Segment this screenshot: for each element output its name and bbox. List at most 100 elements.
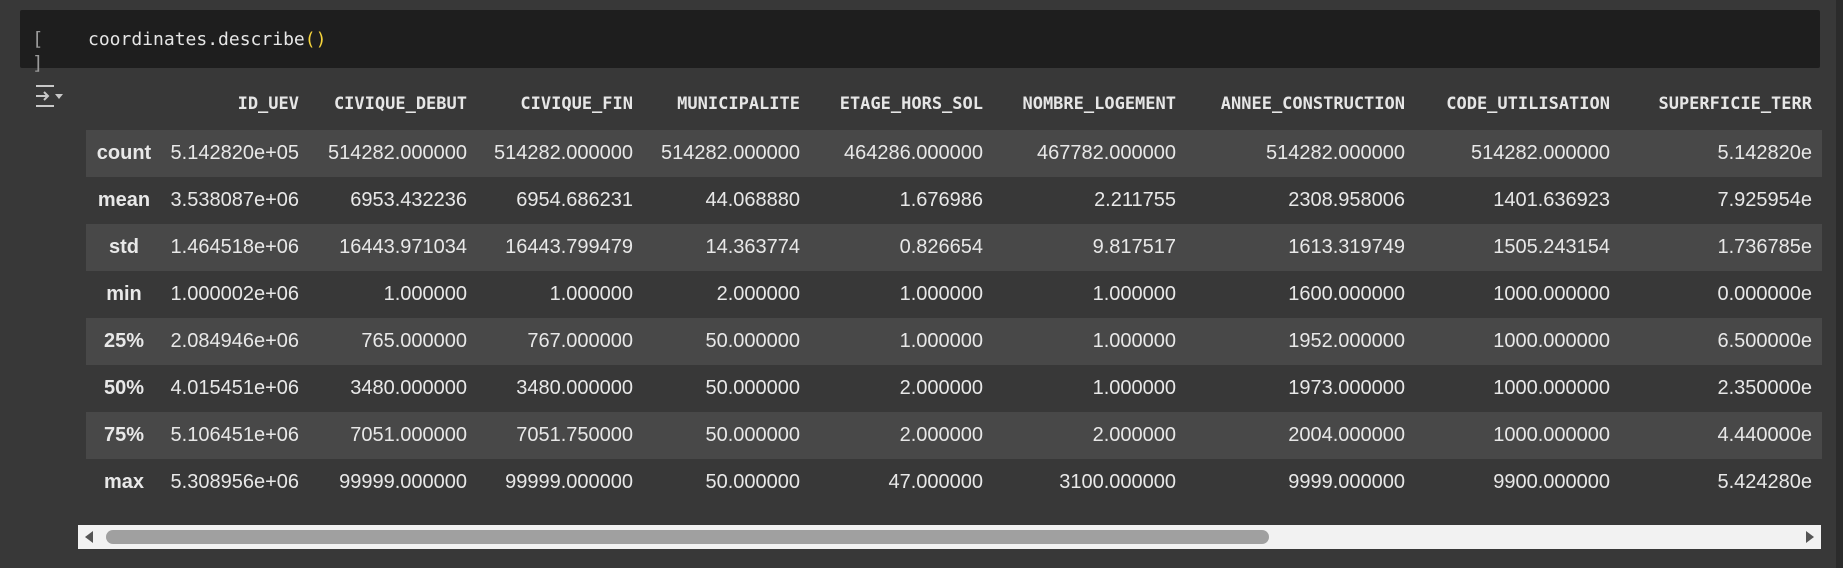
table-cell: 514282.000000 (1265, 142, 1405, 164)
dataframe-output: ID_UEV CIVIQUE_DEBUT CIVIQUE_FIN MUNICIP… (86, 78, 1822, 518)
table-cell: 2.084946e+06 (170, 330, 299, 352)
run-cell-button[interactable]: [ ] (32, 28, 44, 74)
table-cell: 50.000000 (705, 377, 800, 399)
table-cell: 1.000000 (1092, 330, 1176, 352)
table-cell: 767.000000 (527, 330, 633, 352)
column-header: NOMBRE_LOGEMENT (1022, 94, 1176, 114)
column-header: CODE_UTILISATION (1446, 94, 1610, 114)
table-cell: 50.000000 (705, 330, 800, 352)
table-cell: 5.106451e+06 (170, 424, 299, 446)
table-row: count 5.142820e+05 514282.000000 514282.… (86, 130, 1822, 177)
table-row: max 5.308956e+06 99999.000000 99999.0000… (86, 459, 1822, 506)
triangle-right-icon[interactable] (1799, 525, 1821, 549)
table-cell: 5.142820e (1717, 142, 1812, 164)
table-cell: 1600.000000 (1288, 283, 1405, 305)
table-cell: 514282.000000 (1470, 142, 1610, 164)
table-cell: 5.424280e (1717, 471, 1812, 493)
column-header-index (86, 78, 162, 130)
triangle-left-icon[interactable] (78, 525, 100, 549)
table-row: min 1.000002e+06 1.000000 1.000000 2.000… (86, 271, 1822, 318)
table-cell: 514282.000000 (493, 142, 633, 164)
table-cell: 1505.243154 (1493, 236, 1610, 258)
table-cell: 514282.000000 (327, 142, 467, 164)
table-cell: 50.000000 (705, 471, 800, 493)
table-cell: 5.142820e+05 (170, 142, 299, 164)
table-cell: 4.015451e+06 (170, 377, 299, 399)
table-cell: 1.000000 (899, 283, 983, 305)
table-cell: 2.000000 (716, 283, 800, 305)
table-cell: 1.000000 (899, 330, 983, 352)
table-cell: 2.000000 (899, 377, 983, 399)
table-row: 75% 5.106451e+06 7051.000000 7051.750000… (86, 412, 1822, 459)
table-cell: 3100.000000 (1059, 471, 1176, 493)
code-function: coordinates.describe (88, 29, 305, 50)
row-label: max (103, 471, 145, 493)
row-label: 25% (103, 330, 145, 352)
table-cell: 1000.000000 (1493, 377, 1610, 399)
table-cell: 1000.000000 (1493, 424, 1610, 446)
table-row: mean 3.538087e+06 6953.432236 6954.68623… (86, 177, 1822, 224)
table-row: std 1.464518e+06 16443.971034 16443.7994… (86, 224, 1822, 271)
table-cell: 6954.686231 (516, 189, 633, 211)
output-options-icon[interactable] (34, 82, 64, 110)
table-cell: 16443.971034 (339, 236, 467, 258)
table-cell: 464286.000000 (843, 142, 983, 164)
row-label: std (109, 236, 139, 258)
row-label: 50% (103, 377, 145, 399)
table-cell: 1973.000000 (1288, 377, 1405, 399)
code-parens: () (304, 29, 327, 50)
column-header: ETAGE_HORS_SOL (839, 94, 983, 114)
table-cell: 99999.000000 (339, 471, 467, 493)
column-header: ANNEE_CONSTRUCTION (1220, 94, 1405, 114)
table-header-row: ID_UEV CIVIQUE_DEBUT CIVIQUE_FIN MUNICIP… (86, 78, 1822, 130)
table-row: 50% 4.015451e+06 3480.000000 3480.000000… (86, 365, 1822, 412)
table-cell: 1.000000 (549, 283, 633, 305)
row-label: count (96, 142, 152, 164)
table-cell: 2.350000e (1717, 377, 1812, 399)
table-cell: 765.000000 (361, 330, 467, 352)
table-cell: 16443.799479 (505, 236, 633, 258)
table-cell: 1.464518e+06 (170, 236, 299, 258)
window-right-edge (1836, 0, 1843, 568)
table-cell: 1000.000000 (1493, 330, 1610, 352)
table-cell: 6953.432236 (350, 189, 467, 211)
column-header: CIVIQUE_FIN (520, 94, 633, 114)
code-cell[interactable]: [ ] coordinates.describe() (20, 10, 1820, 74)
table-cell: 1.000000 (1092, 377, 1176, 399)
table-cell: 0.000000e (1717, 283, 1812, 305)
table-cell: 4.440000e (1717, 424, 1812, 446)
table-cell: 9999.000000 (1288, 471, 1405, 493)
table-cell: 2308.958006 (1288, 189, 1405, 211)
scrollbar-thumb[interactable] (106, 530, 1269, 544)
table-cell: 3.538087e+06 (170, 189, 299, 211)
table-cell: 9.817517 (1092, 236, 1176, 258)
column-header: ID_UEV (237, 94, 299, 114)
column-header: SUPERFICIE_TERR (1658, 94, 1812, 114)
table-cell: 5.308956e+06 (170, 471, 299, 493)
table-cell: 1401.636923 (1493, 189, 1610, 211)
table-cell: 7051.750000 (516, 424, 633, 446)
table-cell: 1952.000000 (1288, 330, 1405, 352)
table-cell: 9900.000000 (1493, 471, 1610, 493)
column-header: CIVIQUE_DEBUT (333, 94, 467, 114)
table-cell: 2.000000 (1092, 424, 1176, 446)
table-cell: 1613.319749 (1288, 236, 1405, 258)
table-cell: 6.500000e (1717, 330, 1812, 352)
table-cell: 467782.000000 (1036, 142, 1176, 164)
table-cell: 1.000002e+06 (170, 283, 299, 305)
table-cell: 14.363774 (705, 236, 800, 258)
table-cell: 2.211755 (1094, 189, 1176, 211)
row-label: 75% (103, 424, 145, 446)
table-cell: 44.068880 (705, 189, 800, 211)
table-cell: 2.000000 (899, 424, 983, 446)
table-cell: 1.000000 (1092, 283, 1176, 305)
table-cell: 3480.000000 (350, 377, 467, 399)
horizontal-scrollbar[interactable] (78, 525, 1821, 549)
table-cell: 1.736785e (1717, 236, 1812, 258)
table-cell: 1.676986 (899, 189, 983, 211)
describe-table: ID_UEV CIVIQUE_DEBUT CIVIQUE_FIN MUNICIP… (86, 78, 1822, 506)
table-cell: 514282.000000 (660, 142, 800, 164)
table-row: 25% 2.084946e+06 765.000000 767.000000 5… (86, 318, 1822, 365)
table-cell: 1000.000000 (1493, 283, 1610, 305)
code-editor[interactable]: coordinates.describe() (88, 28, 326, 52)
